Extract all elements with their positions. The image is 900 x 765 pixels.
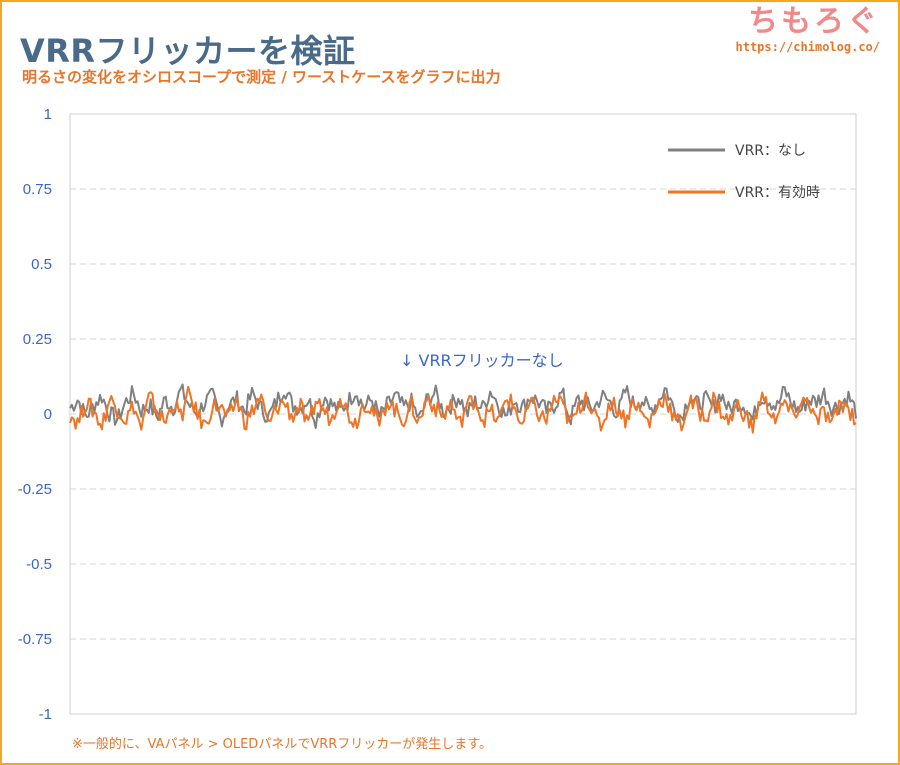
page-subtitle: 明るさの変化をオシロスコープで測定 / ワーストケースをグラフに出力 — [22, 68, 501, 86]
legend-label: VRR：有効時 — [735, 185, 820, 201]
y-tick-label: -0.5 — [26, 556, 52, 573]
series-line-vrr-off — [69, 383, 857, 429]
y-tick-label: 0 — [44, 406, 52, 423]
footnote: ※一般的に、VAパネル > OLEDパネルでVRRフリッカーが発生します。 — [72, 737, 492, 752]
series-lines — [69, 383, 857, 434]
brand-url: https://chimolog.co/ — [735, 40, 881, 54]
page-title: VRRフリッカーを検証 — [20, 32, 356, 70]
y-tick-label: 1 — [44, 106, 52, 123]
series-line-vrr-on — [69, 385, 857, 434]
y-tick-label: -0.75 — [18, 631, 52, 648]
y-tick-label: -1 — [39, 706, 52, 723]
legend: VRR：なし VRR：有効時 — [668, 143, 820, 201]
y-tick-label: -0.25 — [18, 481, 52, 498]
brand-logo: ちもろぐ https://chimolog.co/ — [736, 4, 881, 54]
y-tick-label: 0.75 — [23, 181, 52, 198]
y-tick-label: 0.25 — [23, 331, 52, 348]
y-tick-label: 0.5 — [31, 256, 52, 273]
brand-name: ちもろぐ — [748, 4, 880, 39]
flicker-annotation: ↓ VRRフリッカーなし — [400, 351, 564, 370]
legend-label: VRR：なし — [735, 143, 806, 159]
y-axis-ticks: 1 0.75 0.5 0.25 0 -0.25 -0.5 -0.75 -1 — [18, 106, 52, 723]
